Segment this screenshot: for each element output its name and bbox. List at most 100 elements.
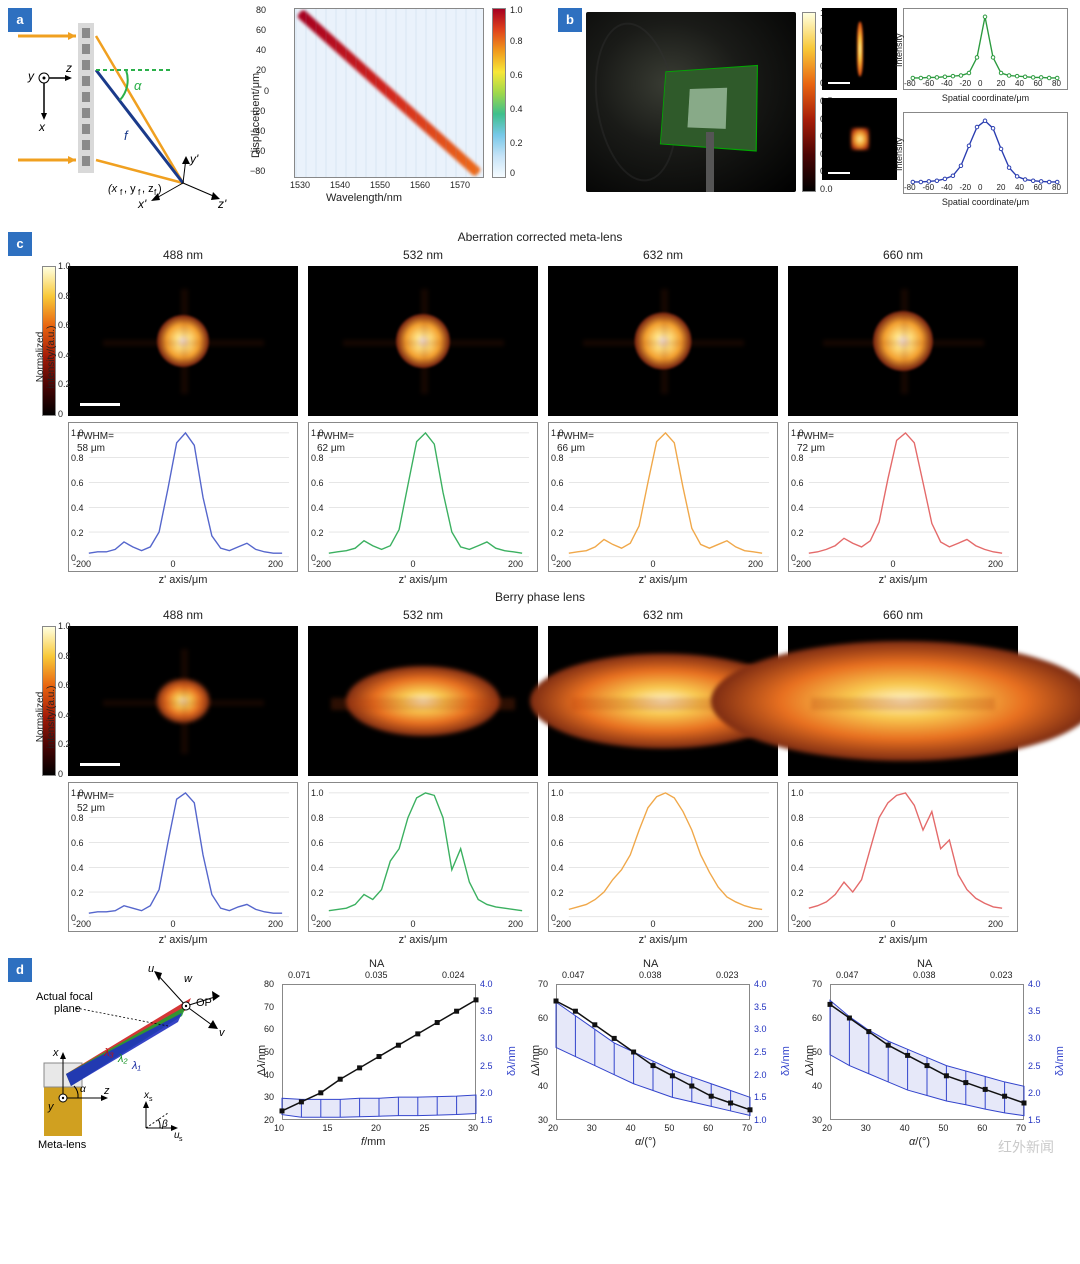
panel-label-c: c [8, 232, 32, 256]
axis-x-label: α/(°) [909, 1136, 930, 1148]
schematic-d: Meta-lens u w v OP Actual focalplane λ₃λ₂λ… [36, 958, 236, 1148]
axis-x-label: z' axis/μm [68, 572, 298, 586]
resolution-chart: 30405060701.52.02.53.03.54.0203040506070… [792, 958, 1062, 1148]
intensity-profile: 00.20.40.60.81.0-2000200FWHM=72 μm [788, 422, 1018, 572]
focal-spot-image [68, 626, 298, 776]
axis-x-label: f/mm [361, 1136, 385, 1148]
profile-chart-b-0: IntensitySpatial coordinate/μm-80-60-40-… [903, 8, 1068, 90]
heatmap-dispersion: 806040200−20−40−60−80 153015401550156015… [258, 8, 518, 208]
svg-text:f: f [120, 188, 123, 197]
focal-spot-image [788, 626, 1018, 776]
panel-label-d: d [8, 958, 32, 982]
intensity-profile: 00.20.40.60.81.0-2000200FWHM=66 μm [548, 422, 778, 572]
axis-x-label: z' axis/μm [788, 572, 1018, 586]
axis-x-label: z' axis/μm [308, 932, 538, 946]
axis-x-label: z' axis/μm [788, 932, 1018, 946]
svg-text:z': z' [217, 197, 227, 208]
svg-text:λ₂: λ₂ [117, 1053, 128, 1065]
axis-y-a: Displacement/μm [250, 73, 262, 158]
section-title: Aberration corrected meta-lens [8, 226, 1072, 248]
fwhm-label: FWHM=62 μm [317, 431, 354, 455]
profile-chart-b-1: IntensitySpatial coordinate/μm-80-60-40-… [903, 112, 1068, 194]
svg-text:v: v [219, 1027, 226, 1039]
svg-text:y': y' [189, 152, 199, 166]
wavelength-label: 488 nm [68, 248, 298, 266]
intensity-profile: 00.20.40.60.81.0-2000200 [308, 782, 538, 932]
axis-yr-label: δλ/nm [1054, 1046, 1066, 1076]
svg-text:z: z [65, 61, 72, 75]
photo-chip [586, 12, 796, 192]
intensity-profile: 00.20.40.60.81.0-2000200FWHM=52 μmNormal… [68, 782, 298, 932]
colorbar-a [492, 8, 506, 178]
panel-d: d Meta-lens uwv OP Actual focalplane λ₃λ… [8, 958, 1072, 1163]
svg-text:(x: (x [108, 183, 118, 195]
svg-text:OP: OP [196, 997, 212, 1009]
svg-text:u: u [148, 963, 154, 975]
fwhm-label: FWHM=52 μm [77, 791, 114, 815]
fwhm-label: FWHM=58 μm [77, 431, 114, 455]
intensity-profile: 00.20.40.60.81.0-2000200 [548, 782, 778, 932]
axis-x-label: z' axis/μm [548, 572, 778, 586]
fwhm-label: FWHM=66 μm [557, 431, 594, 455]
figure: a α f y x z [0, 0, 1080, 1171]
svg-text:w: w [184, 973, 193, 985]
axis-x-label: z' axis/μm [68, 932, 298, 946]
svg-text:plane: plane [54, 1003, 81, 1015]
svg-text:f: f [124, 128, 129, 143]
panel-label-b: b [558, 8, 582, 32]
axis-yl-label: Δλ/nm [530, 1045, 542, 1076]
panel-b: b 0.00.10.20.30.40.50.60.70.80.91.0 Inte… [558, 8, 1068, 218]
axis-x-label: z' axis/μm [548, 932, 778, 946]
intensity-profile: 00.20.40.60.81.0-2000200FWHM=58 μmNormal… [68, 422, 298, 572]
psf-point-focus [822, 98, 897, 180]
svg-text:β: β [161, 1119, 168, 1130]
svg-text:Actual focal: Actual focal [36, 991, 93, 1003]
wavelength-label: 488 nm [68, 608, 298, 626]
axis-yr-label: δλ/nm [506, 1046, 518, 1076]
wavelength-label: 532 nm [308, 608, 538, 626]
axis-x-label: z' axis/μm [308, 572, 538, 586]
colorbar-b [802, 12, 816, 192]
psf-line-focus [822, 8, 897, 90]
svg-text:): ) [158, 183, 162, 195]
axis-yl-label: Δλ/nm [256, 1045, 268, 1076]
svg-text:s: s [149, 1096, 153, 1103]
intensity-profile: 00.20.40.60.81.0-2000200FWHM=62 μm [308, 422, 538, 572]
svg-text:x': x' [137, 197, 147, 208]
wavelength-label: 632 nm [548, 608, 778, 626]
section-title: Berry phase lens [8, 586, 1072, 608]
panel-c: c Aberration corrected meta-lens488 nm53… [8, 226, 1072, 946]
wavelength-label: 632 nm [548, 248, 778, 266]
wavelength-label: 660 nm [788, 248, 1018, 266]
svg-text:, y: , y [124, 183, 136, 195]
svg-text:x: x [52, 1047, 59, 1059]
wavelength-label: 660 nm [788, 608, 1018, 626]
resolution-chart: 30405060701.01.52.02.53.03.54.0203040506… [518, 958, 788, 1148]
focal-spot-image [68, 266, 298, 416]
fwhm-label: FWHM=72 μm [797, 431, 834, 455]
svg-text:α: α [134, 78, 142, 93]
schematic-a: α f yxz x' y' z' (xf, yf, zf) [8, 8, 258, 208]
focal-spot-image [308, 626, 538, 776]
axis-yl-label: Δλ/nm [804, 1045, 816, 1076]
focal-spot-image [788, 266, 1018, 416]
axis-y-label: Normalizedintensity/(a.u.) [35, 647, 57, 787]
svg-text:f: f [138, 188, 141, 197]
wavelength-label: 532 nm [308, 248, 538, 266]
panel-a: a α f yxz [8, 8, 548, 218]
intensity-profile: 00.20.40.60.81.0-2000200 [788, 782, 1018, 932]
focal-spot-image [548, 266, 778, 416]
axis-yr-label: δλ/nm [780, 1046, 792, 1076]
watermark: 红外新闻 [998, 1137, 1054, 1157]
axis-x-a: Wavelength/nm [294, 192, 434, 206]
svg-text:λ₃: λ₃ [103, 1047, 114, 1059]
svg-text:z: z [103, 1085, 110, 1097]
svg-text:y: y [27, 69, 35, 83]
panel-label-a: a [8, 8, 32, 32]
axis-x-label: α/(°) [635, 1136, 656, 1148]
svg-text:λ₁: λ₁ [131, 1060, 141, 1072]
svg-text:α: α [80, 1084, 86, 1095]
svg-text:, z: , z [142, 183, 154, 195]
svg-text:Meta-lens: Meta-lens [38, 1139, 87, 1148]
svg-text:s: s [179, 1136, 183, 1143]
